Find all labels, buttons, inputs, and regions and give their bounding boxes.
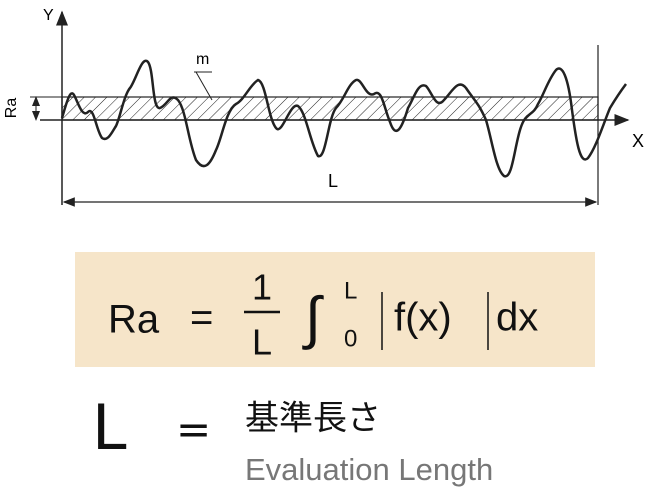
definition-symbol: L [92,391,127,464]
y-axis-label: Y [43,7,54,24]
denominator: L [252,322,272,363]
definition-english: Evaluation Length [245,452,493,487]
formula-equals: = [190,296,213,340]
upper-limit: L [344,277,357,304]
ra-band [61,96,599,121]
formula-lhs: Ra [108,298,160,342]
roughness-diagram [30,10,630,207]
formula-box [75,252,595,367]
integrand: f(x) [394,296,452,340]
formula: Ra = 1 L ∫ L 0 f(x) dx [108,267,538,363]
mean-line-label: m [196,51,209,68]
m-leader [195,71,213,101]
definition-equals: = [176,405,211,454]
x-axis-label: X [632,131,644,151]
differential: dx [496,296,538,340]
numerator: 1 [252,267,272,308]
lower-limit: 0 [344,325,357,352]
length-label: L [328,171,338,191]
integral: ∫ [302,285,324,350]
definition-japanese: 基準長さ [245,399,381,439]
ra-label: Ra [3,98,20,119]
surface-profile [60,59,628,178]
